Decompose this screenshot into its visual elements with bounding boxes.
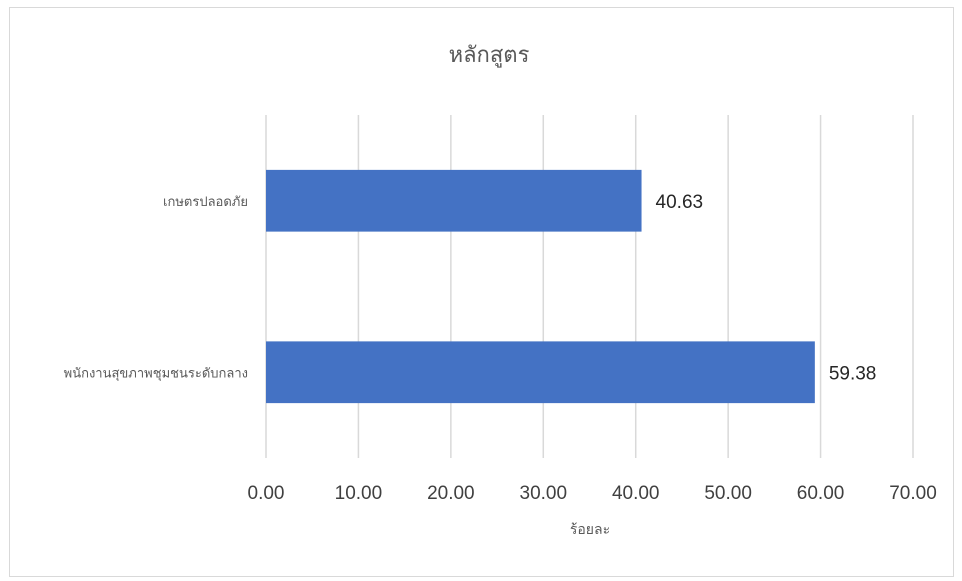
x-tick-label: 10.00	[335, 483, 383, 504]
category-labels: เกษตรปลอดภัยพนักงานสุขภาพชุมชนระดับกลาง	[64, 195, 248, 382]
x-tick-label: 60.00	[797, 483, 845, 504]
x-axis-title: ร้อยละ	[570, 522, 610, 538]
x-tick-label: 0.00	[248, 483, 285, 504]
x-tick-labels: 0.00 10.00 20.00 30.00 40.00 50.00 60.00 70.00	[248, 483, 937, 504]
gridlines	[265, 115, 914, 458]
chart-title: หลักสูตร	[449, 43, 530, 68]
x-tick-label: 70.00	[889, 483, 937, 504]
category-label: เกษตรปลอดภัย	[163, 195, 248, 210]
x-tick-label: 30.00	[520, 483, 568, 504]
bars	[266, 169, 815, 404]
x-tick-label: 40.00	[612, 483, 660, 504]
x-tick-label: 50.00	[704, 483, 752, 504]
bar	[266, 341, 815, 404]
data-label: 40.63	[656, 192, 704, 213]
chart-frame	[9, 7, 954, 577]
category-label: พนักงานสุขภาพชุมชนระดับกลาง	[64, 366, 248, 381]
bar	[266, 169, 642, 232]
data-label: 59.38	[829, 363, 877, 384]
x-tick-label: 20.00	[427, 483, 475, 504]
data-labels: 40.63 59.38	[656, 192, 877, 385]
